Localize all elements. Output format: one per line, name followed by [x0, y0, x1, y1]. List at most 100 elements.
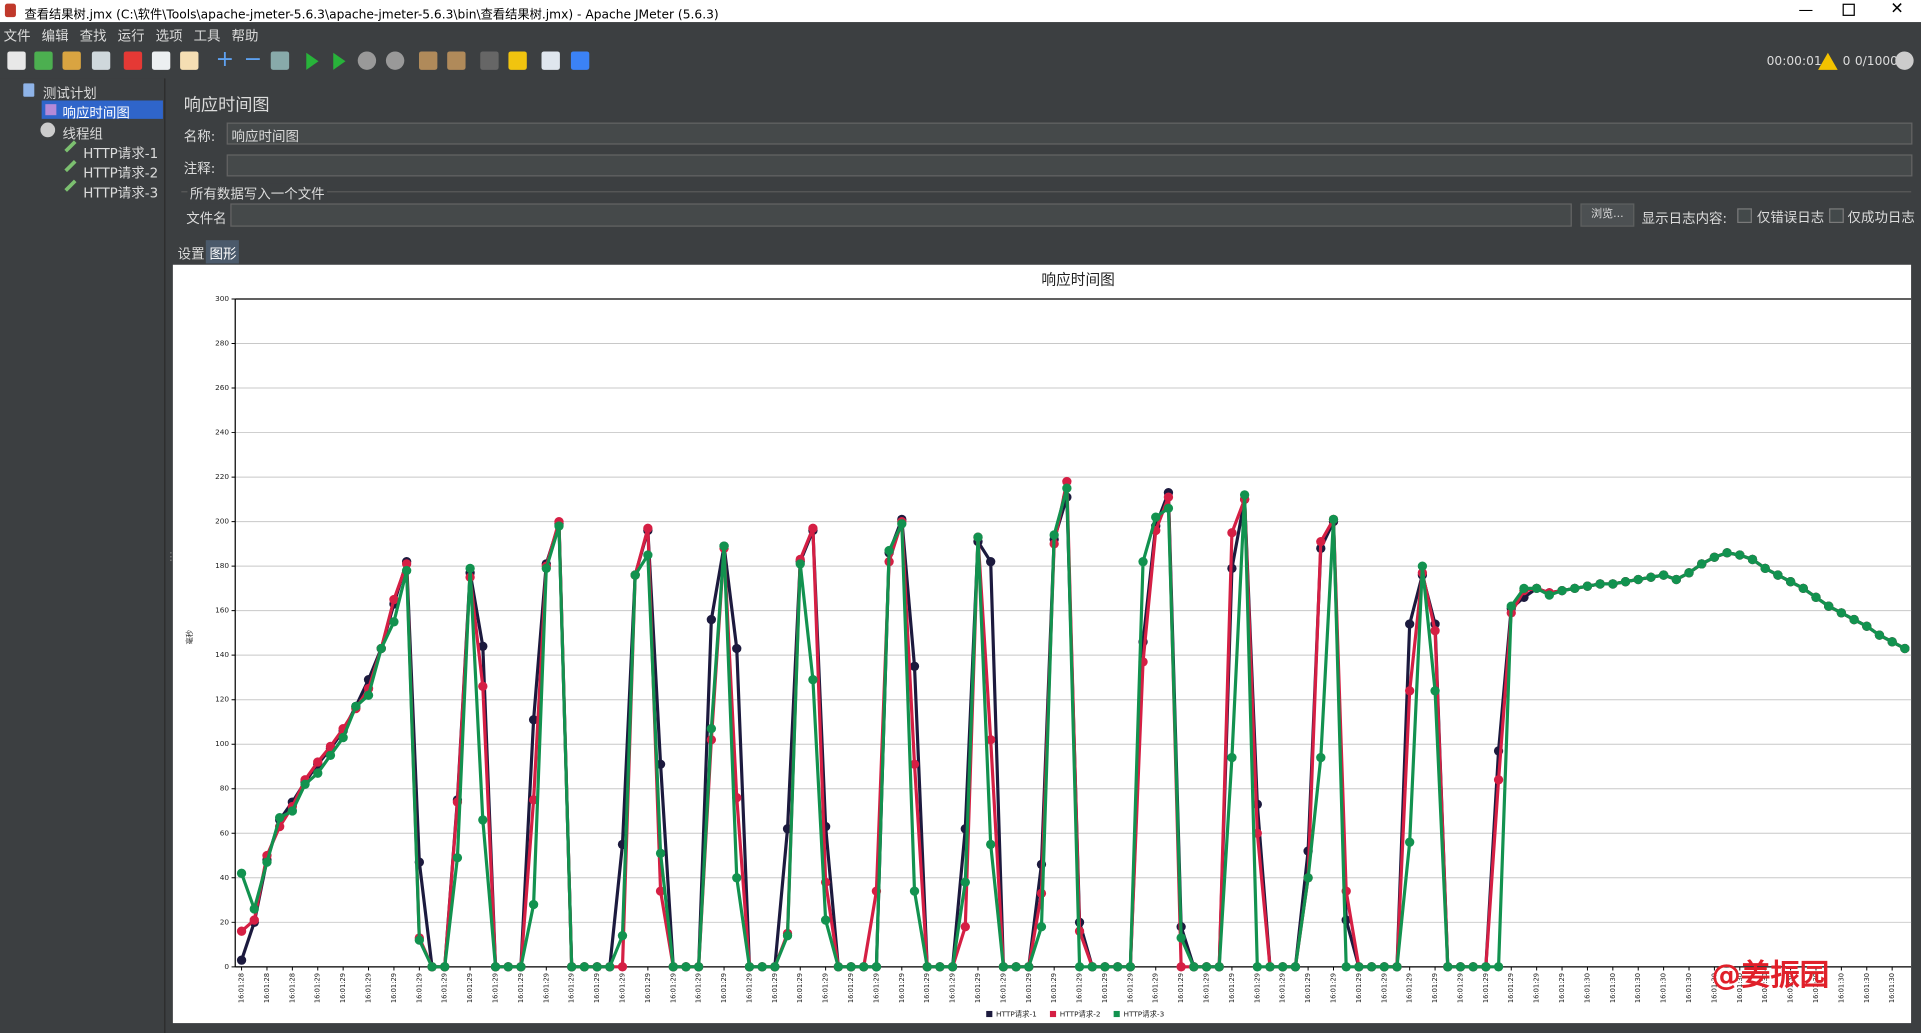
toolbar-button[interactable]	[62, 51, 81, 70]
name-field[interactable]	[226, 122, 1913, 145]
toolbar-button[interactable]	[180, 51, 199, 70]
success-checkbox[interactable]	[1829, 208, 1844, 224]
data-point	[655, 848, 666, 858]
menu-item[interactable]: 工具	[193, 28, 221, 45]
data-point	[363, 690, 374, 700]
help-button[interactable]	[570, 51, 590, 70]
x-tick-label: 16:01:29	[441, 973, 449, 1003]
comment-field[interactable]	[226, 154, 1913, 177]
data-point	[236, 926, 247, 936]
x-tick-label: 16:01:30	[1812, 973, 1820, 1003]
data-point	[732, 643, 742, 654]
data-point	[325, 741, 336, 752]
tab[interactable]: 设置	[177, 246, 205, 263]
x-tick-label: 16:01:29	[1482, 973, 1490, 1003]
x-tick-label: 16:01:30	[1837, 973, 1845, 1003]
x-tick-label: 16:01:29	[1101, 973, 1109, 1003]
data-point	[1036, 922, 1047, 932]
log-label: 显示日志内容:	[1641, 210, 1728, 227]
data-point	[1176, 962, 1186, 972]
splitter-grip[interactable]: ⋮	[165, 551, 177, 564]
toolbar-button[interactable]	[123, 51, 143, 70]
shutdown-button[interactable]	[385, 51, 405, 70]
data-point	[808, 523, 818, 533]
x-tick-label: 16:01:29	[1431, 973, 1439, 1003]
data-point	[401, 559, 412, 569]
window-title: 查看结果树.jmx (C:\软件\Tools\apache-jmeter-5.6…	[24, 8, 719, 23]
data-point	[338, 732, 348, 743]
data-point	[960, 922, 970, 932]
toolbar-button[interactable]	[541, 51, 560, 70]
data-point	[465, 563, 475, 574]
elapsed-time: 00:00:01	[1766, 55, 1822, 69]
stop-button[interactable]	[357, 51, 377, 70]
x-tick-label: 16:01:29	[720, 973, 728, 1003]
data-point	[554, 521, 564, 531]
data-point	[909, 759, 920, 769]
toolbar-button[interactable]: −	[243, 46, 263, 73]
tree-item[interactable]: 响应时间图	[62, 105, 130, 122]
tree-item[interactable]: HTTP请求-1	[83, 145, 159, 162]
start-button[interactable]	[306, 52, 319, 70]
browse-button[interactable]: 浏览...	[1580, 203, 1635, 227]
data-point	[1722, 548, 1732, 558]
data-point	[1062, 483, 1072, 493]
data-point	[871, 962, 882, 972]
data-point	[1265, 962, 1275, 972]
close-button[interactable]: ✕	[1890, 0, 1904, 19]
data-point	[1874, 630, 1885, 640]
toolbar-button[interactable]	[34, 51, 53, 70]
menu-item[interactable]: 选项	[155, 28, 183, 45]
toolbar-button[interactable]	[270, 51, 290, 70]
data-point	[236, 955, 247, 965]
toolbar-button[interactable]	[508, 51, 527, 70]
x-tick-label: 16:01:30	[1761, 973, 1769, 1003]
y-tick-label: 240	[215, 428, 229, 437]
data-point	[1824, 601, 1834, 611]
tree-item[interactable]: 线程组	[62, 126, 103, 143]
errors-checkbox[interactable]	[1737, 208, 1752, 224]
menu-item[interactable]: 运行	[117, 28, 145, 45]
data-point	[859, 962, 869, 972]
y-tick-label: 200	[215, 517, 229, 526]
minimize-button[interactable]: —	[1798, 1, 1814, 19]
menu-item[interactable]: 查找	[79, 28, 107, 45]
x-tick-label: 16:01:29	[1203, 973, 1211, 1003]
data-point	[986, 839, 996, 850]
x-tick-label: 16:01:29	[365, 973, 373, 1003]
toolbar-button[interactable]	[480, 51, 499, 70]
x-tick-label: 16:01:29	[1076, 973, 1084, 1003]
toolbar-button[interactable]	[151, 51, 171, 70]
x-tick-label: 16:01:29	[1456, 973, 1464, 1003]
menu-item[interactable]: 编辑	[41, 28, 69, 45]
data-point	[719, 541, 729, 551]
warning-icon[interactable]	[1818, 52, 1838, 70]
data-point	[414, 935, 424, 945]
x-tick-label: 16:01:29	[695, 973, 703, 1003]
title-bar	[0, 0, 1921, 23]
data-point	[1785, 577, 1796, 587]
data-point	[1049, 530, 1059, 540]
x-tick-label: 16:01:30	[1710, 973, 1718, 1003]
maximize-button[interactable]	[1842, 3, 1855, 16]
toolbar-button[interactable]	[418, 51, 438, 70]
file-field[interactable]	[230, 203, 1572, 227]
toolbar-button[interactable]	[7, 51, 26, 70]
start-no-pause-button[interactable]	[333, 52, 346, 70]
remote-icon[interactable]	[1895, 51, 1914, 70]
menu-item[interactable]: 文件	[3, 28, 31, 45]
tab[interactable]: 图形	[209, 246, 237, 263]
tree-item[interactable]: HTTP请求-2	[83, 165, 159, 182]
menu-item[interactable]: 帮助	[231, 28, 259, 45]
toolbar-button[interactable]	[447, 51, 466, 70]
tree-item[interactable]: 测试计划	[42, 85, 97, 102]
toolbar-button[interactable]	[91, 51, 111, 70]
x-tick-label: 16:01:29	[644, 973, 652, 1003]
data-point	[1658, 570, 1669, 580]
toolbar-button[interactable]: +	[215, 46, 235, 73]
tree-item[interactable]: HTTP请求-3	[83, 185, 159, 201]
data-point	[1278, 962, 1288, 972]
data-point	[1201, 962, 1212, 972]
data-point	[1316, 752, 1326, 763]
data-point	[1430, 626, 1440, 636]
